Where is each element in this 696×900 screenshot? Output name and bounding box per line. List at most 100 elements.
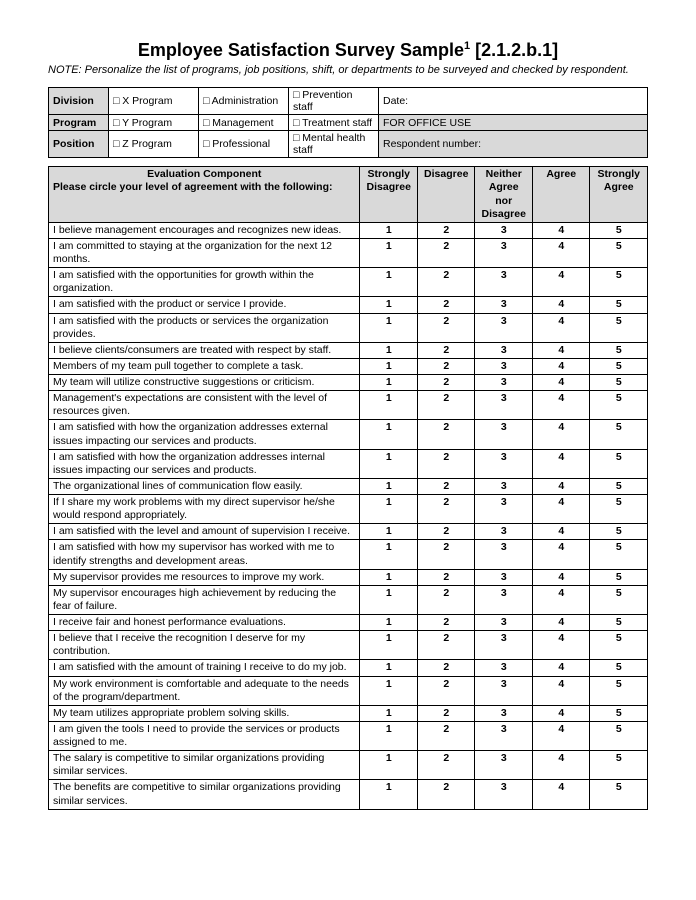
scale-option[interactable]: 5 <box>590 342 648 358</box>
checkbox-option[interactable]: □ Treatment staff <box>289 115 379 131</box>
scale-option[interactable]: 4 <box>532 222 590 238</box>
checkbox-option[interactable]: □ Professional <box>199 131 289 158</box>
scale-option[interactable]: 1 <box>360 478 418 494</box>
checkbox-option[interactable]: □ Mental health staff <box>289 131 379 158</box>
scale-option[interactable]: 4 <box>532 540 590 569</box>
scale-option[interactable]: 3 <box>475 268 533 297</box>
scale-option[interactable]: 1 <box>360 375 418 391</box>
scale-option[interactable]: 3 <box>475 313 533 342</box>
scale-option[interactable]: 1 <box>360 420 418 449</box>
scale-option[interactable]: 4 <box>532 660 590 676</box>
scale-option[interactable]: 2 <box>417 238 475 267</box>
scale-option[interactable]: 3 <box>475 449 533 478</box>
scale-option[interactable]: 4 <box>532 615 590 631</box>
scale-option[interactable]: 3 <box>475 297 533 313</box>
scale-option[interactable]: 3 <box>475 342 533 358</box>
scale-option[interactable]: 5 <box>590 676 648 705</box>
scale-option[interactable]: 1 <box>360 705 418 721</box>
scale-option[interactable]: 2 <box>417 569 475 585</box>
scale-option[interactable]: 3 <box>475 391 533 420</box>
scale-option[interactable]: 2 <box>417 358 475 374</box>
scale-option[interactable]: 2 <box>417 222 475 238</box>
scale-option[interactable]: 2 <box>417 342 475 358</box>
scale-option[interactable]: 3 <box>475 705 533 721</box>
scale-option[interactable]: 3 <box>475 495 533 524</box>
scale-option[interactable]: 2 <box>417 585 475 614</box>
scale-option[interactable]: 4 <box>532 524 590 540</box>
scale-option[interactable]: 5 <box>590 585 648 614</box>
scale-option[interactable]: 4 <box>532 780 590 809</box>
scale-option[interactable]: 2 <box>417 313 475 342</box>
scale-option[interactable]: 4 <box>532 391 590 420</box>
checkbox-option[interactable]: □ Management <box>199 115 289 131</box>
scale-option[interactable]: 1 <box>360 780 418 809</box>
scale-option[interactable]: 5 <box>590 222 648 238</box>
scale-option[interactable]: 2 <box>417 449 475 478</box>
scale-option[interactable]: 1 <box>360 676 418 705</box>
scale-option[interactable]: 5 <box>590 358 648 374</box>
scale-option[interactable]: 2 <box>417 391 475 420</box>
scale-option[interactable]: 4 <box>532 631 590 660</box>
scale-option[interactable]: 1 <box>360 222 418 238</box>
scale-option[interactable]: 5 <box>590 495 648 524</box>
scale-option[interactable]: 5 <box>590 780 648 809</box>
scale-option[interactable]: 1 <box>360 358 418 374</box>
scale-option[interactable]: 4 <box>532 478 590 494</box>
scale-option[interactable]: 4 <box>532 375 590 391</box>
scale-option[interactable]: 3 <box>475 631 533 660</box>
scale-option[interactable]: 1 <box>360 721 418 750</box>
scale-option[interactable]: 1 <box>360 495 418 524</box>
scale-option[interactable]: 3 <box>475 615 533 631</box>
scale-option[interactable]: 3 <box>475 222 533 238</box>
scale-option[interactable]: 3 <box>475 540 533 569</box>
scale-option[interactable]: 1 <box>360 631 418 660</box>
scale-option[interactable]: 5 <box>590 705 648 721</box>
scale-option[interactable]: 5 <box>590 313 648 342</box>
scale-option[interactable]: 3 <box>475 375 533 391</box>
scale-option[interactable]: 2 <box>417 420 475 449</box>
scale-option[interactable]: 3 <box>475 585 533 614</box>
scale-option[interactable]: 1 <box>360 540 418 569</box>
scale-option[interactable]: 3 <box>475 569 533 585</box>
scale-option[interactable]: 5 <box>590 615 648 631</box>
scale-option[interactable]: 2 <box>417 721 475 750</box>
scale-option[interactable]: 5 <box>590 524 648 540</box>
scale-option[interactable]: 3 <box>475 780 533 809</box>
scale-option[interactable]: 4 <box>532 420 590 449</box>
scale-option[interactable]: 2 <box>417 268 475 297</box>
scale-option[interactable]: 3 <box>475 751 533 780</box>
scale-option[interactable]: 4 <box>532 705 590 721</box>
scale-option[interactable]: 4 <box>532 676 590 705</box>
scale-option[interactable]: 5 <box>590 569 648 585</box>
scale-option[interactable]: 1 <box>360 660 418 676</box>
scale-option[interactable]: 4 <box>532 313 590 342</box>
scale-option[interactable]: 5 <box>590 375 648 391</box>
scale-option[interactable]: 1 <box>360 391 418 420</box>
scale-option[interactable]: 2 <box>417 660 475 676</box>
scale-option[interactable]: 1 <box>360 297 418 313</box>
scale-option[interactable]: 5 <box>590 721 648 750</box>
scale-option[interactable]: 4 <box>532 297 590 313</box>
scale-option[interactable]: 5 <box>590 478 648 494</box>
scale-option[interactable]: 2 <box>417 375 475 391</box>
scale-option[interactable]: 1 <box>360 268 418 297</box>
scale-option[interactable]: 5 <box>590 449 648 478</box>
scale-option[interactable]: 4 <box>532 268 590 297</box>
scale-option[interactable]: 1 <box>360 342 418 358</box>
scale-option[interactable]: 5 <box>590 268 648 297</box>
scale-option[interactable]: 4 <box>532 342 590 358</box>
scale-option[interactable]: 4 <box>532 449 590 478</box>
scale-option[interactable]: 2 <box>417 297 475 313</box>
scale-option[interactable]: 4 <box>532 238 590 267</box>
scale-option[interactable]: 3 <box>475 524 533 540</box>
scale-option[interactable]: 2 <box>417 780 475 809</box>
checkbox-option[interactable]: □ Administration <box>199 88 289 115</box>
scale-option[interactable]: 2 <box>417 495 475 524</box>
scale-option[interactable]: 2 <box>417 751 475 780</box>
scale-option[interactable]: 3 <box>475 238 533 267</box>
scale-option[interactable]: 3 <box>475 478 533 494</box>
scale-option[interactable]: 3 <box>475 420 533 449</box>
scale-option[interactable]: 2 <box>417 615 475 631</box>
checkbox-option[interactable]: □ Prevention staff <box>289 88 379 115</box>
scale-option[interactable]: 2 <box>417 524 475 540</box>
